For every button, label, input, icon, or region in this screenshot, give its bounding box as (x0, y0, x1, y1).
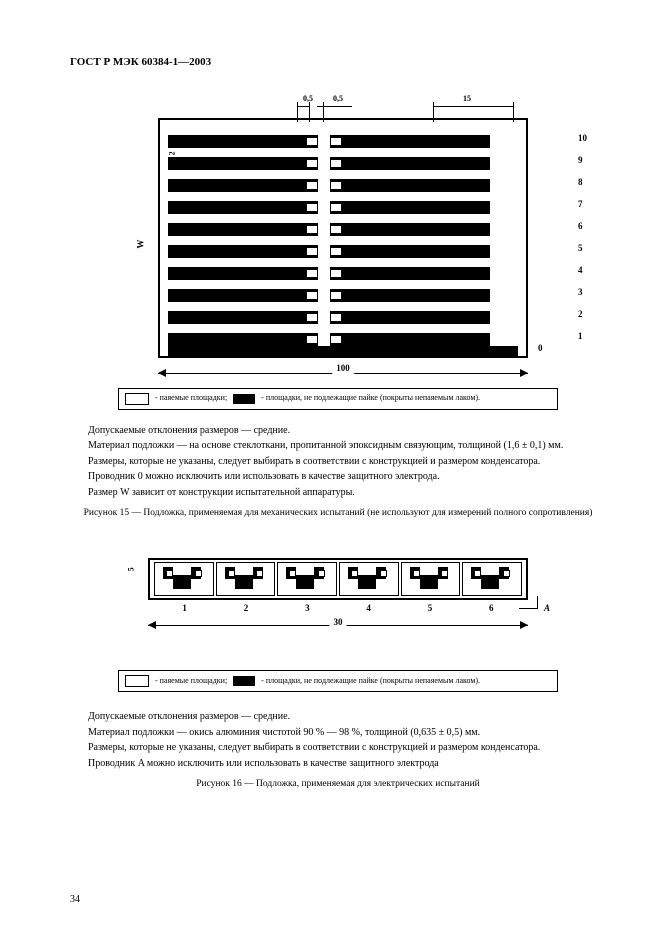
col-label: 1 (154, 602, 215, 614)
col-label: 2 (215, 602, 276, 614)
swatch-fill (233, 676, 255, 686)
row-0-bar (168, 346, 518, 356)
row-label: 7 (578, 198, 583, 210)
row-label: 1 (578, 330, 583, 342)
row-label: 5 (578, 242, 583, 254)
dim-15: 15 (463, 94, 471, 105)
figure-16-wrap: 5 1 2 3 4 5 6 A 3 (70, 540, 606, 704)
w-label: W (134, 239, 146, 248)
legend-fill-text: - площадки, не подлежащие пайке (покрыты… (261, 393, 480, 404)
p: Размеры, которые не указаны, следует выб… (70, 455, 606, 469)
swatch-open (125, 675, 149, 687)
figure-15-wrap: 0,5 0,5 15 2 3 W 10 (70, 88, 606, 422)
p: Материал подложки — на основе стеклоткан… (70, 439, 606, 453)
stripes: 10 9 8 7 6 5 4 3 2 1 (168, 132, 518, 352)
row-label: 0 (538, 342, 543, 354)
figure-16: 5 1 2 3 4 5 6 A 3 (128, 550, 548, 640)
cells (154, 562, 522, 596)
figure-15: 0,5 0,5 15 2 3 W 10 (128, 88, 548, 358)
row16-labels: 1 2 3 4 5 6 (154, 602, 522, 614)
legend-16: - паяемые площадки; - площадки, не подле… (118, 670, 558, 692)
col-label: 6 (461, 602, 522, 614)
doc-header: ГОСТ Р МЭК 60384-1—2003 (70, 55, 606, 70)
col-label: 3 (277, 602, 338, 614)
row-label: 9 (578, 154, 583, 166)
legend-15: - паяемые площадки; - площадки, не подле… (118, 388, 558, 410)
page-number: 34 (70, 893, 80, 907)
a-label: A (544, 602, 550, 614)
legend-open-text: - паяемые площадки; (155, 393, 227, 404)
dim-5: 5 (127, 568, 138, 572)
col-label: 4 (338, 602, 399, 614)
page: ГОСТ Р МЭК 60384-1—2003 0,5 0,5 15 2 (0, 0, 661, 936)
caption-15: Рисунок 15 — Подложка, применяемая для м… (70, 507, 606, 520)
swatch-fill (233, 394, 255, 404)
row-label: 8 (578, 176, 583, 188)
col-label: 5 (399, 602, 460, 614)
text-16: Допускаемые отклонения размеров — средни… (70, 710, 606, 770)
legend-open-text: - паяемые площадки; (155, 676, 227, 687)
dim-05b: 0,5 (333, 94, 343, 105)
p: Материал подложки — окись алюминия чисто… (70, 726, 606, 740)
row-label: 4 (578, 264, 583, 276)
row-label: 2 (578, 308, 583, 320)
dim-30: 30 (148, 616, 528, 634)
caption-16: Рисунок 16 — Подложка, применяемая для э… (70, 778, 606, 791)
row-label: 10 (578, 132, 587, 144)
row-label: 6 (578, 220, 583, 232)
p: Допускаемые отклонения размеров — средни… (70, 710, 606, 724)
dim-100: 100 (158, 366, 528, 384)
p: Допускаемые отклонения размеров — средни… (70, 424, 606, 438)
dim-top: 0,5 0,5 15 (303, 94, 533, 116)
swatch-open (125, 393, 149, 405)
a-leader (519, 596, 538, 609)
p: Проводник 0 можно исключить или использо… (70, 470, 606, 484)
row-label: 3 (578, 286, 583, 298)
text-15: Допускаемые отклонения размеров — средни… (70, 424, 606, 500)
p: Размер W зависит от конструкции испытате… (70, 486, 606, 500)
p: Проводник A можно исключить или использо… (70, 757, 606, 771)
legend-fill-text: - площадки, не подлежащие пайке (покрыты… (261, 676, 480, 687)
dim-05a: 0,5 (303, 94, 313, 105)
p: Размеры, которые не указаны, следует выб… (70, 741, 606, 755)
